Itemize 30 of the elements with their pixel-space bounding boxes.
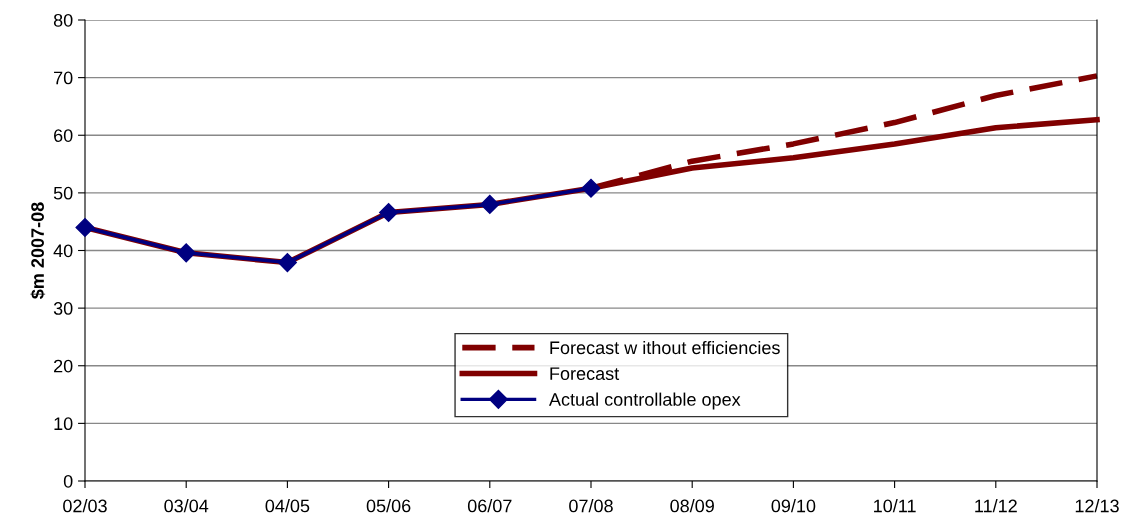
x-tick-label: 04/05: [265, 499, 310, 513]
x-tick-label: 08/09: [670, 499, 714, 513]
point: [379, 202, 399, 223]
legend-label: Actual controllable opex: [548, 392, 741, 410]
y-tick-label: 70: [54, 71, 73, 85]
x-tick-label: 11/12: [975, 499, 1017, 513]
x-tick-label: 05/06: [366, 499, 411, 513]
y-tick-label: 0: [63, 474, 73, 488]
x-tick-label: 06/07: [467, 499, 512, 513]
x-tick-label: 10/11: [874, 499, 916, 513]
legend-label: Forecast w ithout efficiencies: [550, 340, 780, 355]
point: [75, 217, 95, 237]
y-tick-label: 40: [53, 244, 73, 258]
point: [581, 178, 601, 198]
y-axis-title: $m 2007-08: [30, 202, 46, 299]
x-tick-label: 02/03: [63, 499, 107, 513]
point: [277, 253, 297, 273]
x-tick-label: 03/04: [164, 499, 209, 513]
point: [480, 194, 500, 214]
y-tick-label: 10: [54, 417, 73, 431]
x-tick-label: 07/08: [569, 499, 613, 513]
point: [176, 243, 196, 263]
y-tick-label: 20: [54, 359, 73, 373]
x-tick-label: 09/10: [771, 499, 816, 513]
y-tick-label: 60: [54, 129, 73, 142]
y-tick-label: 80: [53, 13, 73, 27]
x-tick-label: 12/13: [1075, 499, 1119, 513]
legend-label: Forecast: [550, 367, 620, 380]
y-tick-label: 30: [53, 302, 73, 315]
y-tick-label: 50: [53, 186, 73, 200]
